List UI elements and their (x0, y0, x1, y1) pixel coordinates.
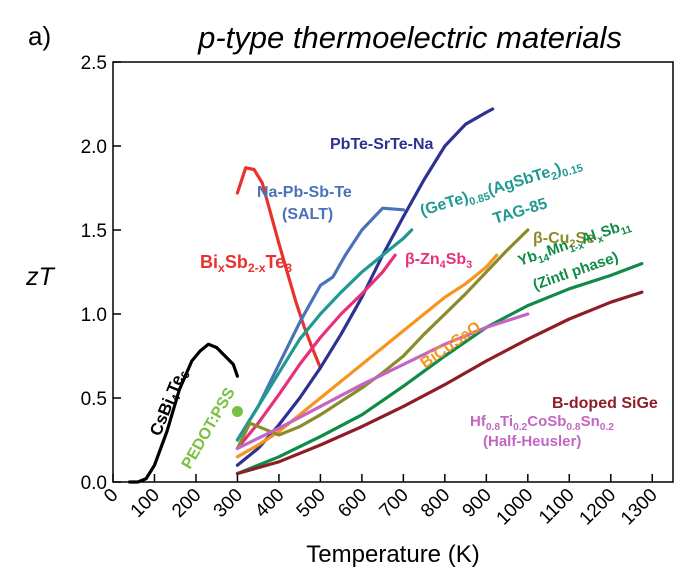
series-label-12: B-doped SiGe (552, 395, 658, 412)
y-tick-label: 1.0 (81, 305, 107, 326)
x-tick-label: 900 (459, 485, 496, 522)
x-tick-label: 600 (334, 485, 371, 522)
x-tick-label: 100 (127, 485, 164, 522)
series-lines (128, 107, 644, 484)
x-tick-label: 200 (168, 485, 205, 522)
series-label-9: β-Cu2Se (533, 230, 595, 250)
series-label-8: BiCuSeO (418, 319, 485, 373)
series-line-12 (235, 290, 644, 476)
series-line-11 (235, 312, 530, 450)
y-tick-label: 0.0 (81, 473, 107, 494)
series-line-1 (128, 342, 239, 484)
x-tick-label: 800 (417, 485, 454, 522)
y-tick-label: 1.5 (81, 221, 107, 242)
series-label-11-line2: (Half-Heusler) (483, 433, 581, 450)
series-label-10: Yb14Mn1-xAlxSb11 (516, 215, 634, 272)
series-label-5-line2: (SALT) (282, 206, 333, 223)
x-axis-label: Temperature (K) (306, 541, 479, 568)
y-axis-label: zT (25, 263, 56, 291)
series-line-7 (235, 253, 397, 450)
series-line-8 (235, 253, 499, 459)
x-tick-label: 400 (251, 485, 288, 522)
y-tick-label: 2.0 (81, 137, 107, 158)
x-tick-label: 1200 (576, 485, 621, 530)
y-axis: 0.0 0.5 1.0 1.5 2.0 2.5 (81, 53, 121, 494)
panel-label: a) (28, 21, 51, 51)
series-label-11: Hf0.8Ti0.2CoSb0.8Sn0.2 (470, 413, 614, 433)
x-tick-label: 0 (100, 485, 122, 507)
x-tick-label: 1000 (493, 485, 538, 530)
x-tick-label: 1300 (617, 485, 662, 530)
series-line-6 (235, 228, 414, 442)
series-line-4 (235, 107, 495, 467)
chart-title: p-type thermoelectric materials (197, 20, 622, 55)
series-line-10 (235, 262, 644, 476)
series-point-3 (231, 405, 243, 417)
y-tick-label: 0.5 (81, 389, 107, 410)
series-label-7: β-Zn4Sb3 (405, 251, 472, 271)
series-label-6-line2: TAG-85 (491, 195, 549, 228)
x-tick-label: 300 (210, 485, 247, 522)
series-label-3: PEDOT:PSS (179, 385, 239, 472)
series-label-2: BixSb2-xTe3 (200, 252, 292, 275)
series-line-5 (235, 206, 405, 442)
series-labels: CsBi4Te6BixSb2-xTe3PEDOT:PSSPbTe-SrTe-Na… (146, 136, 658, 472)
series-label-5: Na-Pb-Sb-Te (257, 184, 352, 201)
y-tick-label: 2.5 (81, 53, 107, 74)
x-tick-label: 500 (293, 485, 330, 522)
plot-frame (112, 61, 674, 483)
x-tick-label: 700 (376, 485, 413, 522)
series-label-4: PbTe-SrTe-Na (330, 136, 434, 153)
x-tick-label: 1100 (535, 485, 579, 529)
